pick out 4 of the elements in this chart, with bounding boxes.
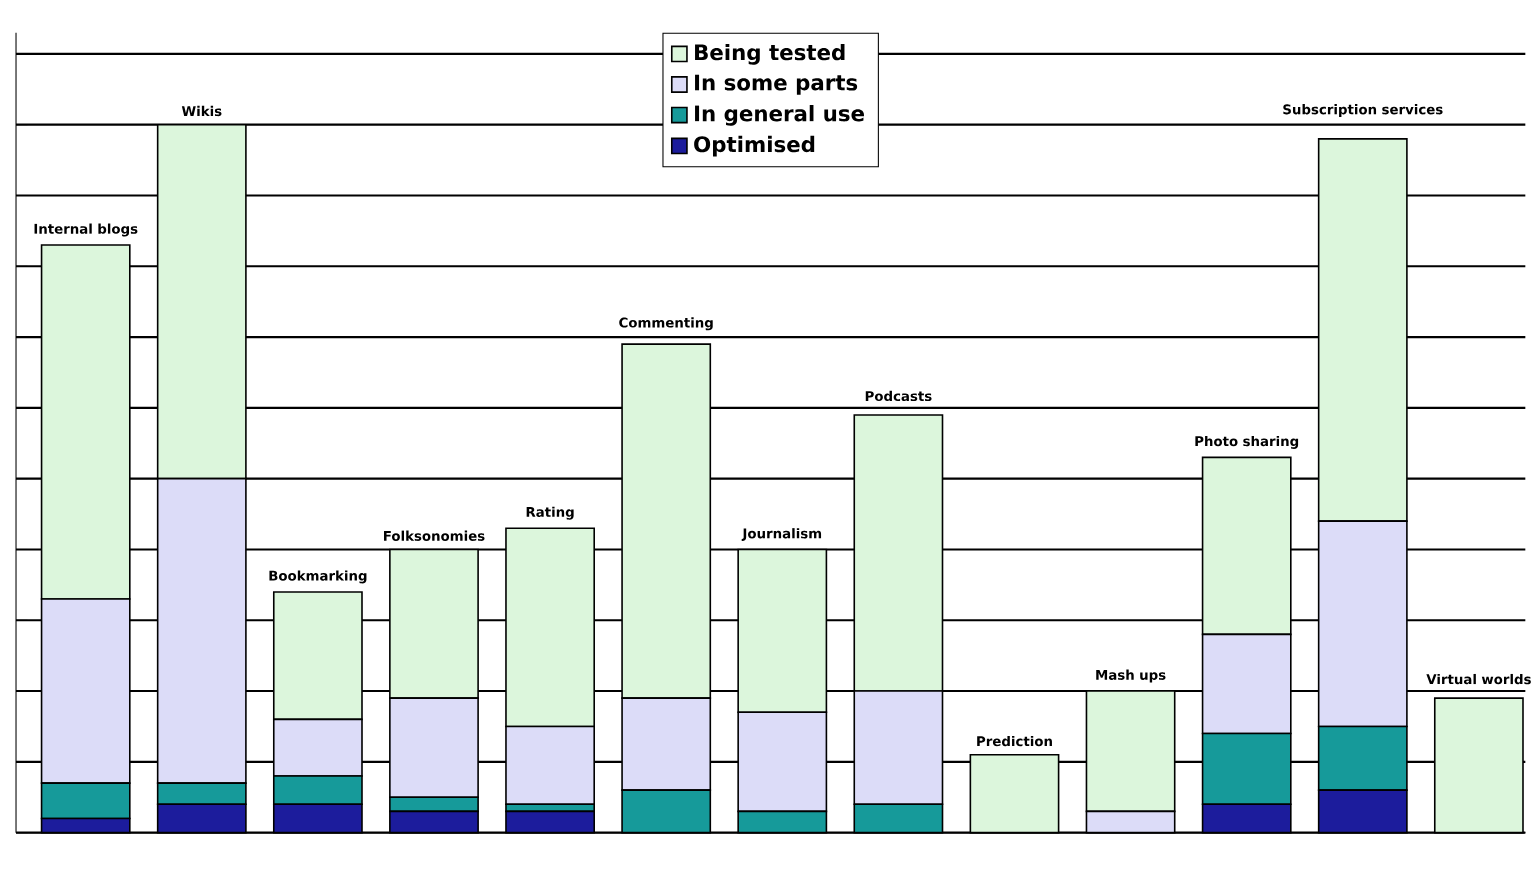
legend-label: In some parts — [695, 74, 858, 95]
legend-label: In general use — [695, 104, 864, 126]
legend-label: Optimised — [694, 135, 815, 157]
legend-label: Being tested — [695, 43, 845, 65]
